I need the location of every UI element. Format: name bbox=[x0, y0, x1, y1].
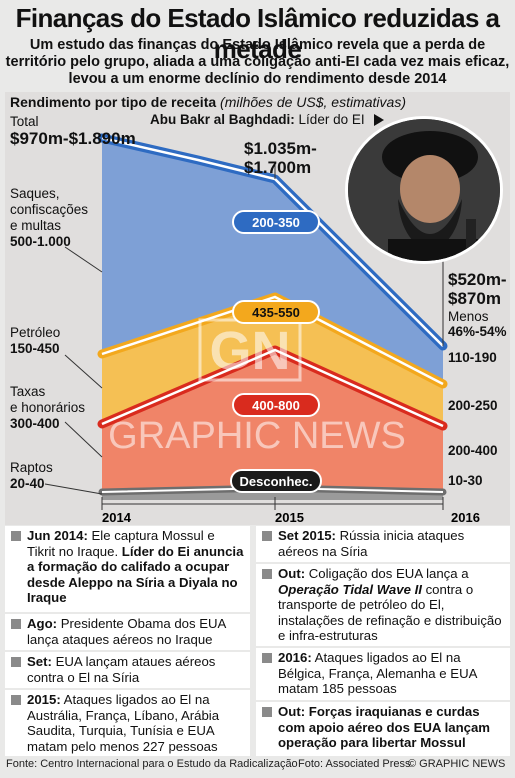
less-label: Menos bbox=[448, 309, 489, 324]
bullet-square-icon bbox=[11, 657, 21, 667]
total-2015: $1.035m- $1.700m bbox=[244, 139, 317, 177]
label-taxes: Taxas e honorários bbox=[10, 384, 86, 415]
bullet-square-icon bbox=[262, 569, 272, 579]
footer-photo-credit: Foto: Associated Press bbox=[298, 758, 411, 770]
pill-kidnap-2015: Desconhec. bbox=[230, 469, 322, 493]
portrait-illustration bbox=[348, 119, 500, 261]
x-tick-label-2015: 2015 bbox=[275, 510, 304, 525]
photo-caption: Abu Bakr al Baghdadi: Líder do EI bbox=[150, 112, 365, 127]
footer-source: Fonte: Centro Internacional para o Estud… bbox=[6, 758, 298, 770]
total-label: Total bbox=[10, 114, 39, 129]
pill-oil-2015: 435-550 bbox=[232, 300, 320, 324]
pill-taxes-2015: 400-800 bbox=[232, 393, 320, 417]
bullet-square-icon bbox=[11, 531, 21, 541]
chart-units: (milhões de US$, estimativas) bbox=[220, 94, 406, 110]
range-oil-2016: 200-250 bbox=[448, 398, 498, 413]
label-looting-range: 500-1.000 bbox=[10, 234, 71, 249]
line-looting-inner bbox=[101, 136, 444, 347]
svg-text:Desconhec.: Desconhec. bbox=[240, 474, 313, 489]
chart-svg: GN GRAPHIC NEWS 200-350 435-550 400-800 … bbox=[44, 133, 480, 525]
watermark: GN GRAPHIC NEWS bbox=[108, 318, 406, 457]
baghdadi-photo bbox=[345, 116, 503, 264]
label-taxes-range: 300-400 bbox=[10, 416, 60, 431]
bullet-square-icon bbox=[262, 653, 272, 663]
leader-looting bbox=[64, 246, 103, 273]
leader-kidnap bbox=[44, 483, 103, 495]
event-2015: 2015: Ataques ligados ao El na Austrália… bbox=[5, 690, 250, 756]
label-looting: Saques, confiscações e multas bbox=[10, 186, 89, 233]
less-value: 46%-54% bbox=[448, 324, 507, 339]
event-out-2015: Out: Coligação dos EUA lança a Operação … bbox=[256, 564, 510, 646]
total-2016: $520m- $870m bbox=[448, 270, 507, 308]
event-2016: 2016: Ataques ligados ao El na Bélgica, … bbox=[256, 648, 510, 700]
leader-taxes bbox=[64, 421, 103, 458]
event-set-2014: Set: EUA lançam ataues aéreos contra o E… bbox=[5, 652, 250, 688]
page-subtitle: Um estudo das finanças do Estado Islâmic… bbox=[5, 37, 510, 87]
bullet-square-icon bbox=[11, 695, 21, 705]
line-oil-inner bbox=[101, 295, 444, 386]
bullet-square-icon bbox=[262, 531, 272, 541]
label-oil: Petróleo bbox=[10, 325, 61, 340]
bullet-square-icon bbox=[262, 707, 272, 717]
label-kidnap: Raptos bbox=[10, 460, 53, 475]
label-oil-range: 150-450 bbox=[10, 341, 60, 356]
label-kidnap-range: 20-40 bbox=[10, 476, 45, 491]
svg-text:435-550: 435-550 bbox=[252, 305, 300, 320]
event-set-2015: Set 2015: Rússia inicia ataques aéreos n… bbox=[256, 526, 510, 562]
range-looting-2016: 110-190 bbox=[448, 350, 497, 365]
svg-text:400-800: 400-800 bbox=[252, 398, 300, 413]
pointer-icon bbox=[374, 114, 384, 126]
event-jun-2014: Jun 2014: Ele captura Mossul e Tikrit no… bbox=[5, 526, 250, 612]
chart-area: GN GRAPHIC NEWS 200-350 435-550 400-800 … bbox=[5, 92, 510, 525]
bullet-square-icon bbox=[11, 619, 21, 629]
watermark-logo: GN bbox=[210, 321, 291, 381]
chart-title: Rendimento por tipo de receita (milhões … bbox=[10, 94, 406, 110]
pill-looting-2015: 200-350 bbox=[232, 210, 320, 234]
footer-copyright: © GRAPHIC NEWS bbox=[408, 758, 506, 770]
line-taxes-inner bbox=[101, 348, 444, 428]
range-taxes-2016: 200-400 bbox=[448, 443, 498, 458]
area-taxes bbox=[102, 350, 443, 492]
x-tick-label-2014: 2014 bbox=[102, 510, 132, 525]
x-tick-label-2016: 2016 bbox=[451, 510, 480, 525]
event-out-2016: Out: Forças iraquianas e curdas com apoi… bbox=[256, 702, 510, 756]
page-title: Finanças do Estado Islâmico reduzidas a … bbox=[15, 3, 500, 64]
range-kidnap-2016: 10-30 bbox=[448, 473, 483, 488]
total-2014: $970m-$1.890m bbox=[10, 129, 136, 148]
watermark-text: GRAPHIC NEWS bbox=[108, 415, 406, 457]
leader-oil bbox=[64, 354, 103, 389]
event-ago-2014: Ago: Presidente Obama dos EUA lança ataq… bbox=[5, 614, 250, 650]
svg-text:200-350: 200-350 bbox=[252, 215, 300, 230]
